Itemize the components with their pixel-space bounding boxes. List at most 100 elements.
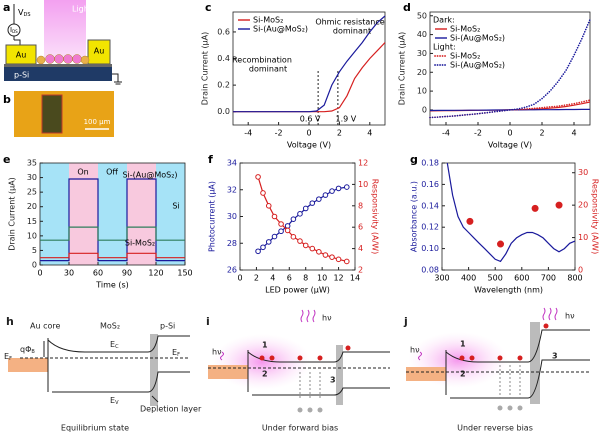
plot-frame (441, 162, 576, 271)
pointer (151, 395, 159, 403)
y2-tick-label: 30 (578, 168, 588, 177)
data-point (265, 203, 272, 209)
panel-label: f (208, 153, 213, 166)
au-band (8, 358, 48, 372)
y-tick-label: 50 (417, 11, 427, 20)
au-label: Au (94, 47, 105, 56)
y-axis-label: Drain Current (μA) (8, 177, 17, 251)
y-tick-label: 0.12 (421, 223, 439, 232)
y-tick-label: 0.08 (421, 266, 439, 275)
step-label: 3 (552, 352, 558, 361)
step-label: 2 (262, 370, 268, 379)
annotation: Recombination (232, 56, 292, 65)
panel-label: g (410, 153, 418, 166)
micrograph (14, 91, 114, 137)
photon-label: hν (212, 348, 222, 357)
annotation: Si-MoS₂ (125, 239, 155, 248)
flake (41, 94, 63, 134)
x-tick-label: 0 (237, 274, 242, 283)
annotation: Off (106, 168, 118, 177)
x-tick-label: 14 (350, 274, 360, 283)
x-tick-label: 400 (461, 274, 476, 283)
photon (418, 351, 422, 361)
data-point (265, 239, 272, 245)
electrons (459, 323, 549, 361)
step-label: 1 (460, 340, 466, 349)
substrate-label: p-Si (14, 71, 29, 80)
legend-label: Si-MoS₂ (253, 16, 283, 25)
band-label: EF (4, 352, 12, 362)
legend-label: Si-MoS₂ (450, 52, 480, 61)
data-point (278, 228, 284, 235)
y2-tick-label: 8 (358, 201, 363, 210)
data-point (260, 190, 266, 196)
x-tick-label: -4 (244, 129, 252, 138)
panel-j: j hν 1 2 3 hν Under reverse bias (403, 307, 590, 433)
y-tick-label: 0.14 (421, 201, 439, 210)
region-label: Au core (30, 322, 60, 331)
data-point (260, 244, 266, 251)
plot-frame (39, 162, 186, 266)
y-tick-label: 5 (32, 246, 37, 255)
y-tick-label: 28 (227, 239, 237, 248)
panel-label: d (403, 1, 411, 14)
series-line (446, 162, 576, 263)
y-tick-label: 20 (27, 202, 37, 211)
reference-label: 1.9 V (336, 115, 357, 124)
x-tick-label: 120 (148, 269, 163, 278)
y-tick-label: 30 (227, 212, 237, 221)
data-point (302, 205, 309, 212)
x-tick-label: 800 (567, 274, 582, 283)
x-tick-label: 0 (507, 129, 512, 138)
scale-label: 100 μm (84, 118, 111, 126)
data-point (329, 188, 335, 194)
y2-tick-label: 6 (358, 223, 363, 232)
caption: Equilibrium state (61, 424, 129, 433)
caption: Under reverse bias (457, 424, 533, 433)
data-point (297, 211, 303, 217)
band-edges (47, 335, 190, 393)
y-tick-label: 0.16 (421, 180, 439, 189)
x-tick-label: 4 (367, 129, 372, 138)
data-point (290, 234, 297, 240)
data-point (335, 256, 342, 263)
panel-b: b 100 μm (3, 91, 114, 137)
x-tick-label: 2 (539, 129, 544, 138)
au-band (208, 365, 248, 379)
y-tick-label: 0 (422, 105, 427, 114)
x-tick-label: 8 (303, 274, 308, 283)
photon (220, 351, 224, 361)
data-point (466, 217, 474, 225)
au-band (406, 367, 446, 381)
data-point (271, 233, 278, 240)
data-point (284, 227, 291, 234)
x-tick-label: 12 (333, 274, 343, 283)
photon (542, 307, 558, 321)
barrier-label: qΦB (20, 345, 35, 355)
data-point (343, 258, 350, 265)
y-tick-label: 10 (27, 231, 37, 240)
x-tick-label: 30 (64, 269, 74, 278)
photon (300, 309, 316, 323)
series-line (429, 99, 591, 119)
x-axis-label: Time (s) (95, 281, 129, 290)
y2-tick-label: 0 (578, 266, 583, 275)
panel-i: i hν 1 2 3 hν Under forward bias (206, 309, 390, 433)
data-point (322, 192, 329, 198)
x-axis-label: Voltage (V) (488, 141, 532, 150)
panel-label: i (206, 315, 210, 328)
y-tick-label: 25 (27, 188, 37, 197)
holes (297, 407, 323, 413)
x-tick-label: 150 (177, 269, 192, 278)
x-tick-label: 60 (93, 269, 103, 278)
data-point (316, 196, 322, 202)
step-label: 1 (262, 341, 268, 350)
annotation: Si (172, 202, 179, 211)
au-label: Au (16, 51, 27, 60)
legend-group: Dark: (433, 16, 455, 25)
mos2-layer (4, 64, 112, 67)
y2-axis-label: Responsivity (A/W) (591, 179, 600, 254)
transitions (499, 365, 521, 398)
x-tick-label: 4 (571, 129, 576, 138)
